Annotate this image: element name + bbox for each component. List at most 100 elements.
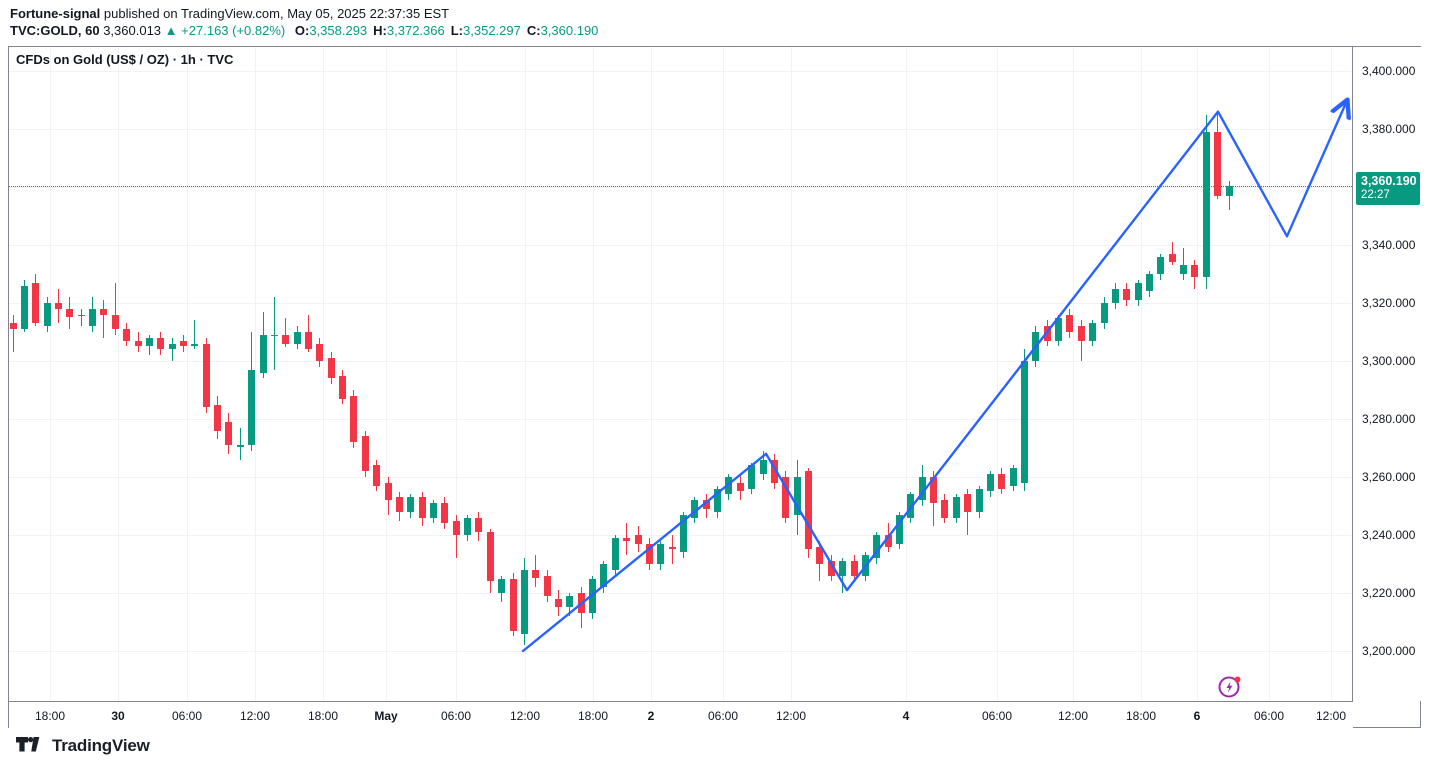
- candle-body: [361, 436, 369, 472]
- candle-body: [373, 465, 381, 486]
- gridline-vertical: [1140, 47, 1142, 701]
- candle-body: [589, 578, 597, 614]
- candle-body: [66, 308, 74, 318]
- time-axis[interactable]: 18:00 30 06:00 12:00 18:00 May 06:00 12:00 18:00…: [9, 701, 1353, 728]
- ohlc-values: O:3,358.293 H:3,372.366 L:3,352.297 C:3,360…: [289, 23, 599, 38]
- badge-price: 3,360.190: [1361, 174, 1417, 189]
- candle-body: [202, 343, 210, 408]
- candle-body: [839, 561, 847, 576]
- ohlc-label: O:: [294, 23, 310, 38]
- candle-body: [1055, 317, 1063, 341]
- candle-body: [1225, 186, 1233, 196]
- lightning-alert-icon[interactable]: [1216, 673, 1244, 701]
- candle-body: [600, 564, 608, 588]
- candle-body: [532, 569, 540, 579]
- candle-body: [1077, 326, 1085, 341]
- ohlc-label: C:: [526, 23, 541, 38]
- candle-body: [566, 595, 574, 608]
- candle-body: [43, 303, 51, 327]
- current-price-badge: 3,360.190 22:27: [1356, 172, 1420, 206]
- candle-body: [793, 477, 801, 515]
- price-axis-label: 3,240.000: [1362, 528, 1416, 542]
- price-axis[interactable]: 3,360.190 22:27 3,400.000 3,380.000 3,340.…: [1354, 47, 1422, 701]
- candle-body: [884, 535, 892, 547]
- chart-legend-title[interactable]: CFDs on Gold (US$ / OZ) · 1h · TVC: [16, 52, 234, 67]
- candle-body: [770, 459, 778, 483]
- time-axis-label: May: [374, 709, 398, 723]
- candle-wick: [273, 297, 275, 370]
- gridline-horizontal: [9, 360, 1352, 362]
- candle-body: [9, 323, 17, 330]
- candle-body: [214, 404, 222, 431]
- symbol-name: TVC:GOLD, 60: [10, 23, 100, 38]
- gridline-vertical: [722, 47, 724, 701]
- candle-body: [611, 537, 619, 570]
- candle-body: [680, 514, 688, 553]
- candle-wick: [80, 308, 82, 327]
- time-axis-label: 12:00: [1057, 709, 1089, 723]
- gridline-horizontal: [9, 128, 1352, 130]
- price-axis-label: 3,320.000: [1362, 296, 1416, 310]
- time-axis-label: 06:00: [981, 709, 1013, 723]
- price-axis-label: 3,400.000: [1362, 64, 1416, 78]
- time-axis-label: 4: [902, 709, 910, 723]
- candle-body: [623, 537, 631, 541]
- candle-body: [827, 561, 835, 576]
- candle-body: [1111, 288, 1119, 303]
- time-axis-label: 12:00: [239, 709, 271, 723]
- candle-body: [191, 343, 199, 347]
- publisher-name: Fortune-signal: [10, 6, 101, 21]
- candle-body: [248, 369, 256, 446]
- time-axis-label: 30: [111, 709, 125, 723]
- candle-body: [339, 375, 347, 399]
- candle-body: [873, 535, 881, 559]
- gridline-horizontal: [9, 418, 1352, 420]
- candle-wick: [239, 427, 241, 460]
- candle-body: [134, 340, 142, 347]
- candle-body: [293, 332, 301, 344]
- publish-line: Fortune-signal published on TradingView.…: [10, 6, 449, 21]
- candle-body: [555, 598, 563, 608]
- candle-body: [1202, 131, 1210, 277]
- candle-body: [702, 500, 710, 509]
- time-axis-label: 18:00: [34, 709, 66, 723]
- candle-body: [714, 488, 722, 512]
- candle-body: [157, 337, 165, 350]
- candle-body: [304, 332, 312, 350]
- candle-body: [759, 459, 767, 475]
- candle-wick: [114, 282, 116, 335]
- current-price-line: [9, 185, 1352, 187]
- candle-body: [486, 532, 494, 582]
- chart-pane[interactable]: CFDs on Gold (US$ / OZ) · 1h · TVC: [9, 47, 1353, 701]
- candle-body: [1146, 274, 1153, 292]
- candle-body: [725, 477, 733, 495]
- time-axis-label: 06:00: [171, 709, 203, 723]
- candle-wick: [1183, 247, 1185, 280]
- candle-body: [952, 497, 960, 518]
- gridline-vertical: [117, 47, 119, 701]
- trend-line-drawing[interactable]: [9, 47, 1353, 701]
- price-axis-label: 3,280.000: [1362, 412, 1416, 426]
- time-axis-label: 06:00: [1253, 709, 1285, 723]
- gridline-horizontal: [9, 244, 1352, 246]
- price-axis-label: 3,200.000: [1362, 644, 1416, 658]
- candle-body: [918, 477, 926, 501]
- tradingview-logo[interactable]: TradingView: [16, 736, 150, 756]
- candle-body: [441, 503, 449, 524]
- candle-body: [111, 314, 119, 330]
- ohlc-label: H:: [373, 23, 387, 38]
- candle-body: [816, 546, 824, 564]
- candle-body: [691, 500, 699, 518]
- candle-body: [430, 503, 437, 518]
- candle-body: [1089, 323, 1097, 341]
- ohlc-value: 3,352.297: [463, 23, 521, 38]
- price-axis-label: 3,340.000: [1362, 238, 1416, 252]
- time-axis-label: 18:00: [577, 709, 609, 723]
- gridline-horizontal: [9, 302, 1352, 304]
- candle-body: [1191, 265, 1199, 277]
- gridline-vertical: [455, 47, 457, 701]
- candle-body: [452, 520, 460, 535]
- candle-body: [316, 343, 324, 361]
- candle-body: [54, 303, 62, 309]
- candle-body: [805, 471, 813, 550]
